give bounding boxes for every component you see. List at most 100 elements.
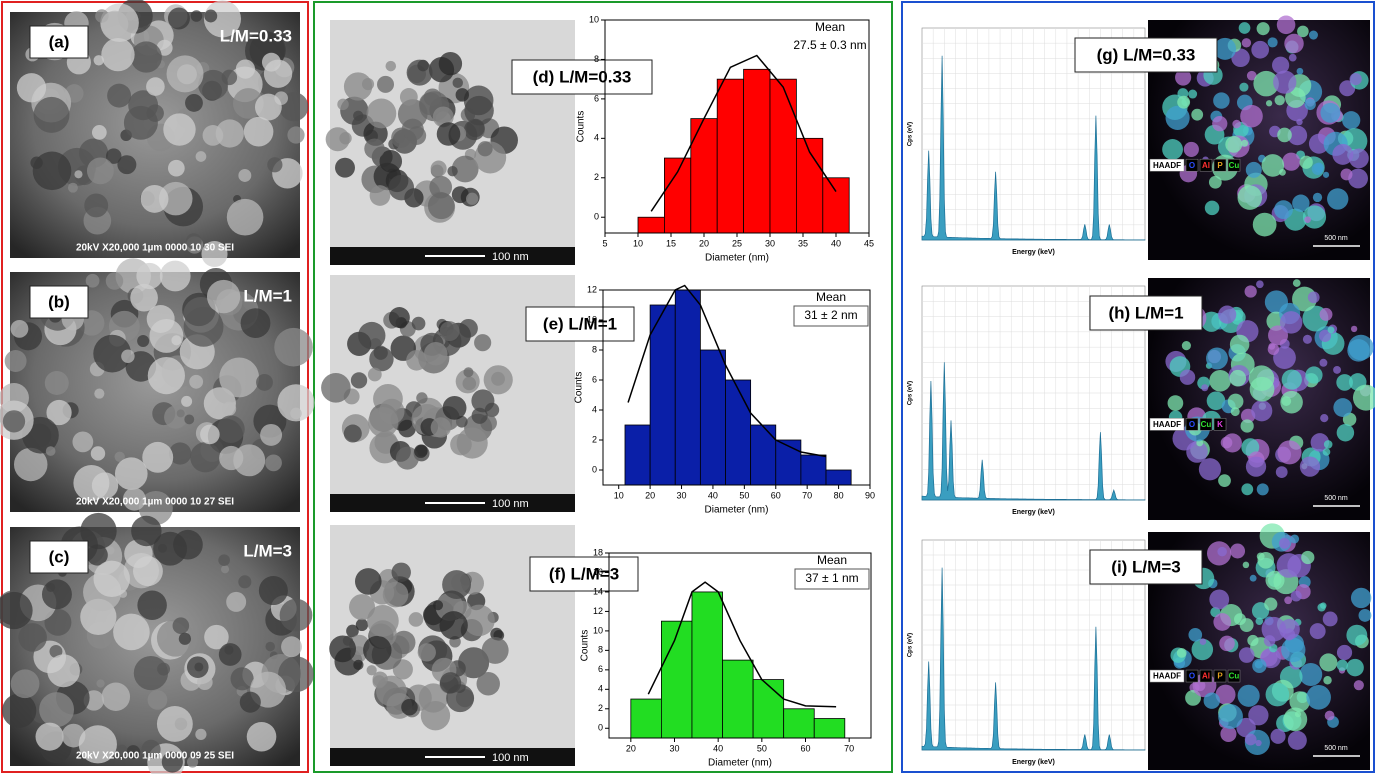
texture <box>267 157 283 173</box>
texture <box>1209 589 1230 610</box>
texture <box>1247 634 1259 647</box>
map-legend-box <box>1149 669 1185 683</box>
texture <box>1191 108 1204 121</box>
texture <box>261 52 281 72</box>
texture <box>201 240 228 268</box>
texture <box>439 321 460 342</box>
texture <box>1237 684 1260 707</box>
x-tick-label: 30 <box>765 238 775 248</box>
texture <box>184 414 195 425</box>
texture <box>256 373 273 391</box>
eds-y-label: Cps (eV) <box>908 122 914 146</box>
eds-x-label: Energy (keV) <box>1012 759 1055 766</box>
x-tick-label: 60 <box>800 743 810 753</box>
texture <box>447 166 458 177</box>
texture <box>439 672 462 694</box>
x-tick-label: 70 <box>844 743 854 753</box>
scale-label: 100 nm <box>492 251 529 263</box>
texture <box>1265 570 1285 590</box>
texture <box>1253 70 1279 97</box>
sem-info: 20kV X20,000 1µm 0000 10 30 SEI <box>76 243 234 254</box>
texture <box>2 410 26 433</box>
map-legend: O <box>1189 420 1195 429</box>
texture <box>1175 69 1192 86</box>
map-legend: Al <box>1202 161 1210 170</box>
texture <box>181 395 193 407</box>
texture <box>354 568 382 595</box>
texture <box>1165 105 1190 130</box>
texture <box>1230 407 1240 417</box>
texture <box>221 401 237 416</box>
x-tick-label: 70 <box>802 490 812 500</box>
texture <box>204 624 229 650</box>
panel-label: (d) L/M=0.33 <box>533 67 632 86</box>
texture <box>391 562 411 583</box>
texture <box>219 357 260 398</box>
texture <box>1307 291 1320 304</box>
texture <box>394 132 406 144</box>
y-tick-label: 10 <box>587 314 597 324</box>
texture <box>1188 627 1203 642</box>
texture <box>254 93 282 121</box>
texture <box>167 7 190 30</box>
texture <box>1255 617 1264 626</box>
texture <box>463 367 474 378</box>
texture <box>1320 102 1341 123</box>
texture <box>1199 638 1207 645</box>
texture <box>1281 396 1292 406</box>
texture <box>185 233 202 250</box>
texture <box>178 632 192 645</box>
texture <box>45 446 56 456</box>
texture <box>1299 663 1323 686</box>
label-box <box>1074 37 1218 73</box>
texture <box>238 575 252 589</box>
texture <box>1358 608 1372 622</box>
texture <box>1215 684 1236 705</box>
texture <box>147 356 185 395</box>
texture <box>86 157 114 185</box>
bar <box>725 379 752 486</box>
annotation-box <box>794 568 870 590</box>
label-box <box>29 25 89 59</box>
map-legend: O <box>1189 672 1195 681</box>
plot-frame <box>608 552 872 739</box>
texture <box>265 641 276 652</box>
texture <box>406 350 427 371</box>
y-tick-label: 10 <box>589 14 599 24</box>
texture <box>1201 384 1209 392</box>
texture <box>1296 67 1304 75</box>
texture <box>1333 398 1353 417</box>
texture <box>1342 111 1361 130</box>
texture <box>463 604 495 637</box>
map-legend-box <box>1213 158 1227 172</box>
texture <box>1264 597 1278 611</box>
texture <box>1308 133 1329 154</box>
texture <box>1203 692 1220 709</box>
texture <box>353 659 364 670</box>
eds-y-label: Cps (eV) <box>908 381 914 405</box>
texture <box>398 419 416 438</box>
y-tick-label: 0 <box>592 464 597 474</box>
texture <box>146 77 165 96</box>
texture <box>346 624 359 638</box>
texture <box>1249 574 1257 582</box>
texture <box>1276 15 1296 35</box>
texture <box>1322 448 1331 456</box>
texture <box>471 407 488 424</box>
bar <box>716 78 745 234</box>
texture <box>1323 676 1332 685</box>
texture <box>105 272 124 290</box>
texture <box>1267 37 1278 48</box>
texture <box>206 279 241 314</box>
texture <box>1245 161 1262 178</box>
texture <box>166 55 204 93</box>
x-tick-label: 30 <box>669 743 679 753</box>
texture <box>114 451 125 462</box>
texture <box>1213 613 1232 631</box>
texture <box>1225 135 1243 153</box>
texture <box>388 307 410 328</box>
map-legend: Cu <box>1201 420 1212 429</box>
map-legend-box <box>1227 158 1241 172</box>
texture <box>85 273 100 288</box>
texture <box>1274 95 1285 106</box>
